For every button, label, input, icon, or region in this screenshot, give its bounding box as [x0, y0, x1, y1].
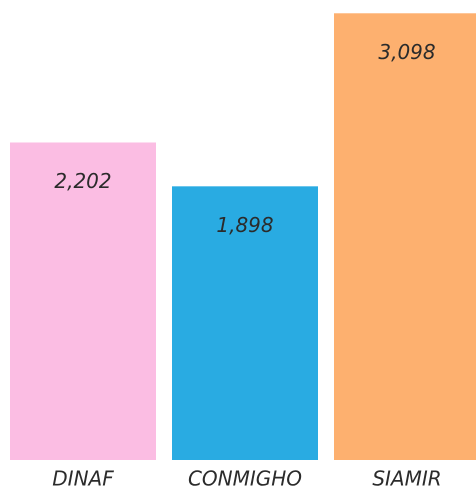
x-tick-label: CONMIGHO — [188, 467, 302, 491]
value-label: 2,202 — [54, 169, 111, 193]
bar — [10, 142, 156, 460]
x-tick-label: DINAF — [52, 467, 114, 491]
x-tick-label: SIAMIR — [372, 467, 441, 491]
bar — [172, 186, 318, 460]
value-label: 1,898 — [216, 213, 273, 237]
value-label: 3,098 — [378, 40, 435, 64]
bar — [334, 13, 476, 460]
